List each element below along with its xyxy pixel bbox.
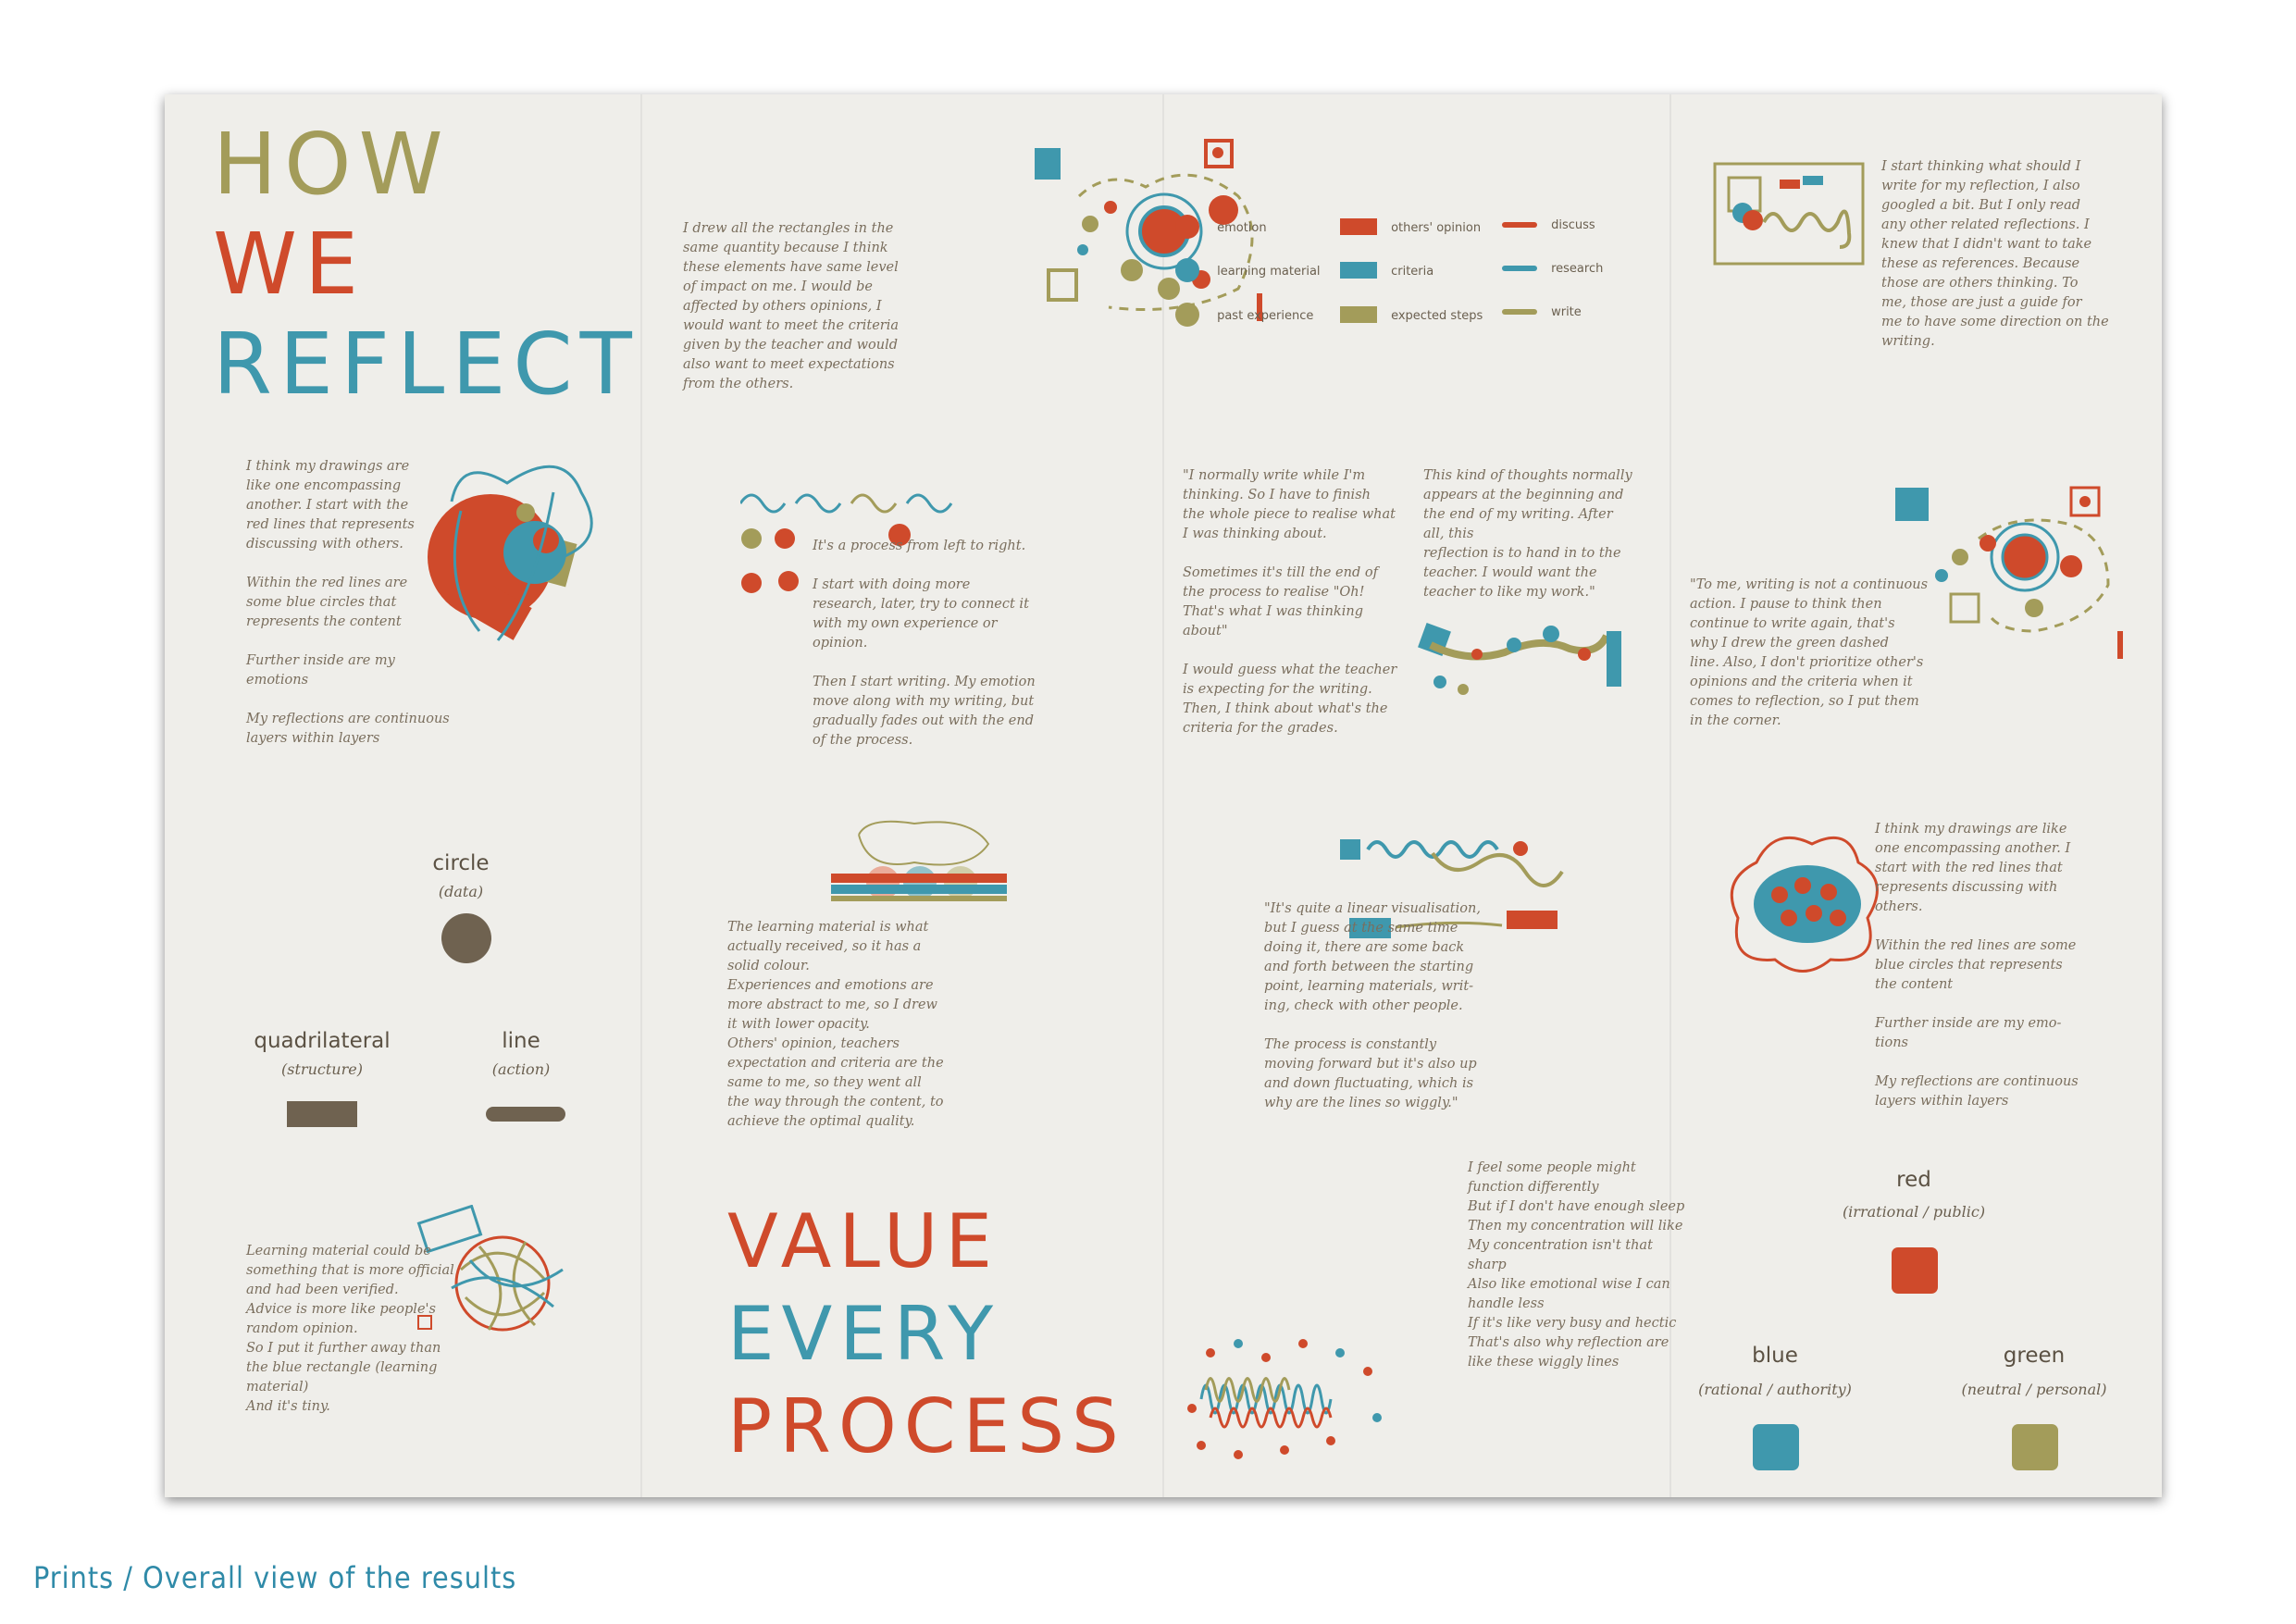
title-reflect: REFLECT xyxy=(213,315,639,414)
key-quad-label: quadrilateral xyxy=(254,1029,391,1053)
scribble-illustration xyxy=(1187,1339,1382,1459)
linear-illustration xyxy=(1340,839,1564,938)
legend-write: write xyxy=(1502,302,1582,319)
text-layers-2: I think my drawings are like one encompa… xyxy=(1875,822,2079,1109)
key-red-label: red xyxy=(1896,1168,1931,1192)
key-green-sub: (neutral / personal) xyxy=(1961,1381,2107,1398)
wiggly-path-illustration xyxy=(1418,623,1621,695)
text-thoughts: This kind of thoughts normally appears a… xyxy=(1423,468,1632,600)
title-we: WE xyxy=(213,215,366,314)
writing-box-illustration xyxy=(1713,162,1865,266)
blue-line-icon xyxy=(1502,265,1537,271)
caption: Prints / Overall view of the results xyxy=(33,1560,517,1595)
key-circle-label: circle xyxy=(432,851,490,875)
title-process: PROCESS xyxy=(727,1383,1126,1469)
text-learning: The learning material is what actually r… xyxy=(727,920,944,1129)
olive-line-icon xyxy=(1502,308,1537,315)
quad-shape-icon xyxy=(287,1101,357,1127)
legend-discuss: discuss xyxy=(1502,215,1595,232)
line-shape-icon xyxy=(486,1107,565,1122)
learning-bar-illustration xyxy=(831,820,1007,901)
title-every: EVERY xyxy=(727,1291,1001,1377)
red-line-icon xyxy=(1502,221,1537,228)
text-material: Learning material could be something tha… xyxy=(246,1244,454,1414)
key-line-sub: (action) xyxy=(491,1060,551,1078)
text-process: It's a process from left to right. I sta… xyxy=(813,539,1036,748)
text-normally: "I normally write while I'm thinking. So… xyxy=(1183,468,1397,736)
legend-research: research xyxy=(1502,258,1603,276)
key-red-sub: (irrational / public) xyxy=(1842,1203,1986,1221)
olive-circle-icon xyxy=(1175,303,1199,327)
key-blue-label: blue xyxy=(1752,1344,1798,1368)
title-how: HOW xyxy=(213,115,451,214)
text-continuous: "To me, writing is not a continuous acti… xyxy=(1690,577,1929,728)
blue-rect-icon xyxy=(1340,262,1377,279)
key-green-label: green xyxy=(2003,1344,2066,1368)
red-swatch-icon xyxy=(1892,1247,1938,1294)
text-start-thinking: I start thinking what should I write for… xyxy=(1881,159,2109,349)
text-layers: I think my drawings are like one encompa… xyxy=(246,459,450,746)
fold-line xyxy=(640,94,642,1497)
title-value: VALUE xyxy=(727,1198,1000,1284)
key-quad-sub: (structure) xyxy=(281,1060,363,1078)
legend-learning-material: learning material xyxy=(1173,256,1321,284)
text-rectangles: I drew all the rectangles in the same qu… xyxy=(683,221,900,391)
text-linear: "It's quite a linear visualisation, but … xyxy=(1264,901,1481,1110)
legend-expected-steps: expected steps xyxy=(1340,304,1483,325)
legend-others-opinion: others' opinion xyxy=(1340,217,1481,237)
green-swatch-icon xyxy=(2012,1424,2058,1470)
poster-sheet: HOW WE REFLECT I drew all the rectangles… xyxy=(165,94,2162,1497)
olive-rect-icon xyxy=(1340,306,1377,323)
corner-illustration xyxy=(1895,486,2123,659)
legend-criteria: criteria xyxy=(1340,260,1433,280)
process-illustration xyxy=(740,493,953,593)
legend: emotion learning material past experienc… xyxy=(1173,205,1636,329)
legend-past-experience: past experience xyxy=(1173,301,1313,329)
cloud-illustration xyxy=(1730,836,1879,973)
legend-emotion: emotion xyxy=(1173,213,1267,241)
key-blue-sub: (rational / authority) xyxy=(1698,1381,1852,1398)
fold-line xyxy=(1162,94,1164,1497)
red-rect-icon xyxy=(1340,218,1377,235)
key-line-label: line xyxy=(502,1029,540,1053)
fold-line xyxy=(1669,94,1671,1497)
blue-swatch-icon xyxy=(1753,1424,1799,1470)
blue-circle-icon xyxy=(1175,258,1199,282)
ball-illustration xyxy=(416,1205,564,1332)
layers-illustration xyxy=(428,465,593,641)
circle-shape-icon xyxy=(441,913,491,963)
red-circle-icon xyxy=(1175,215,1199,239)
key-circle-sub: (data) xyxy=(438,883,484,900)
text-sleep: I feel some people might function differ… xyxy=(1468,1160,1685,1370)
